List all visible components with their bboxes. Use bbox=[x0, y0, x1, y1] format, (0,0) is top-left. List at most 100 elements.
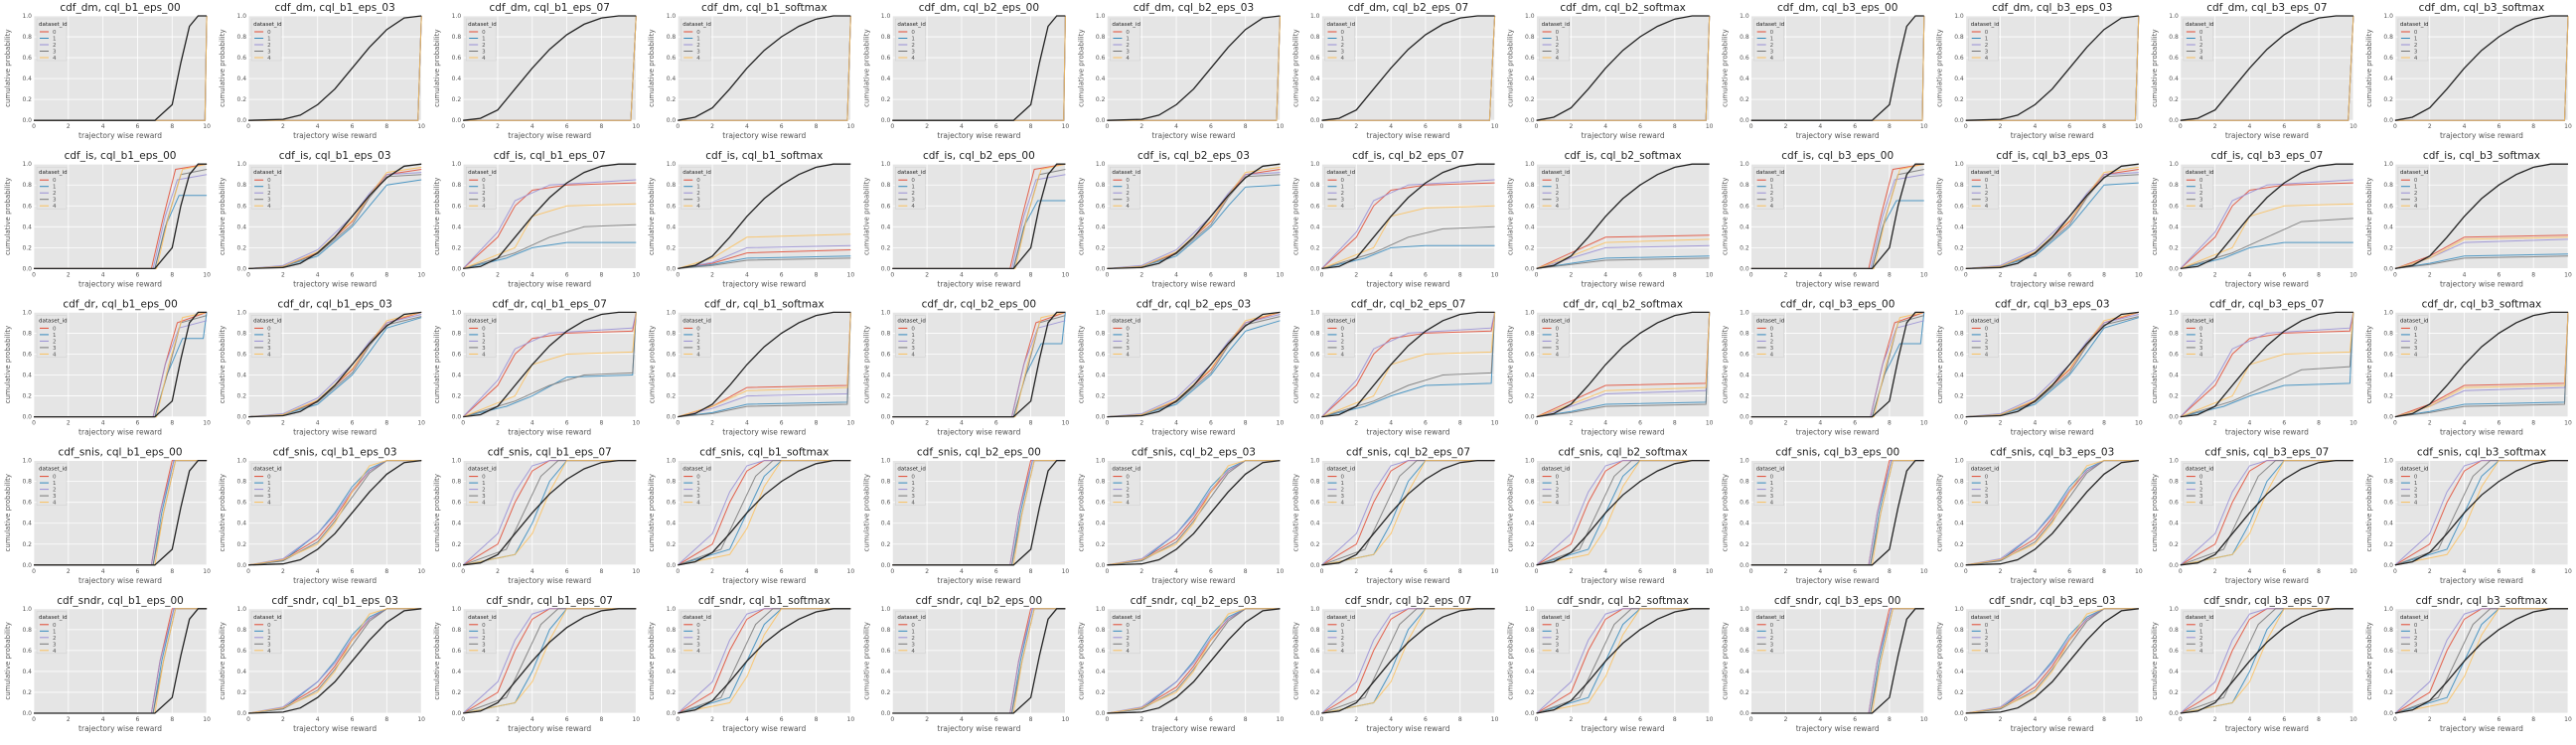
legend-entry: 1 bbox=[911, 333, 915, 339]
legend-entry: 3 bbox=[696, 50, 700, 56]
y-tick-label: 0.6 bbox=[237, 648, 247, 655]
y-axis-label: cumulative probability bbox=[2365, 326, 2373, 404]
legend-box bbox=[2397, 463, 2429, 506]
y-axis-label: cumulative probability bbox=[1722, 178, 1730, 255]
x-tick-label: 6 bbox=[1638, 420, 1642, 427]
x-tick-label: 2 bbox=[1999, 716, 2003, 723]
legend-box bbox=[2183, 611, 2214, 655]
subplot-title: cdf_sndr, cql_b3_eps_07 bbox=[2203, 595, 2331, 607]
y-axis-label: cumulative probability bbox=[219, 622, 227, 700]
series-line-4 bbox=[1536, 312, 1711, 418]
y-tick-label: 0.0 bbox=[1096, 414, 1106, 421]
y-tick-label: 0.6 bbox=[1096, 203, 1106, 210]
legend-title: dataset_id bbox=[897, 318, 926, 324]
legend-entry: 3 bbox=[53, 642, 57, 648]
y-tick-label: 0.8 bbox=[1954, 182, 1964, 189]
y-tick-label: 0.2 bbox=[1954, 689, 1964, 696]
y-tick-label: 0.0 bbox=[2383, 562, 2393, 569]
x-tick-label: 4 bbox=[530, 420, 534, 427]
x-tick-label: 0 bbox=[1535, 123, 1539, 130]
x-tick-label: 10 bbox=[2349, 123, 2357, 130]
y-axis-label: cumulative probability bbox=[862, 622, 870, 700]
legend-entry: 3 bbox=[2199, 346, 2203, 352]
legend-entry: 1 bbox=[2414, 37, 2418, 43]
legend-entry: 0 bbox=[482, 326, 486, 332]
legend-entry: 0 bbox=[2199, 178, 2203, 184]
x-tick-label: 0 bbox=[676, 716, 680, 723]
x-axis-label: trajectory wise reward bbox=[1151, 131, 1235, 140]
y-tick-label: 1.0 bbox=[1525, 458, 1535, 465]
x-tick-label: 10 bbox=[417, 420, 425, 427]
subplot: cdf_snis, cql_b2_eps_070 2 4 6 8 100.00.20.40… bbox=[1292, 447, 1499, 585]
y-tick-label: 0.2 bbox=[1310, 96, 1320, 103]
y-tick-label: 0.2 bbox=[452, 96, 462, 103]
y-tick-label: 0.2 bbox=[1740, 541, 1749, 548]
y-tick-label: 0.0 bbox=[1310, 265, 1320, 272]
series-line-4 bbox=[248, 166, 422, 269]
subplot: cdf_dr, cql_b1_eps_070 2 4 6 8 100.00.20.40.6… bbox=[433, 298, 640, 436]
y-tick-label: 1.0 bbox=[1954, 161, 1964, 168]
series-line-4 bbox=[248, 311, 422, 418]
legend-entry: 0 bbox=[1556, 178, 1560, 184]
legend-entry: 2 bbox=[482, 636, 486, 642]
subplot-title: cdf_is, cql_b3_softmax bbox=[2423, 150, 2540, 162]
behavior-line bbox=[248, 459, 422, 566]
x-tick-label: 8 bbox=[1029, 271, 1033, 278]
x-tick-label: 8 bbox=[1888, 420, 1892, 427]
x-tick-label: 0 bbox=[2393, 716, 2397, 723]
legend-entry: 4 bbox=[2414, 56, 2418, 62]
legend-title: dataset_id bbox=[682, 170, 711, 176]
subplot: cdf_sndr, cql_b3_eps_030 2 4 6 8 100.00.20.40… bbox=[1936, 595, 2143, 733]
legend-box bbox=[1324, 463, 1355, 506]
behavior-line bbox=[34, 15, 208, 121]
x-tick-label: 4 bbox=[960, 716, 964, 723]
y-tick-label: 0.0 bbox=[1096, 710, 1106, 717]
x-tick-label: 8 bbox=[1888, 271, 1892, 278]
subplot-title: cdf_sndr, cql_b3_eps_03 bbox=[1989, 595, 2116, 607]
legend-entry: 2 bbox=[696, 339, 700, 345]
legend-entry: 4 bbox=[1985, 649, 1989, 655]
y-tick-label: 0.2 bbox=[2383, 96, 2393, 103]
x-tick-label: 0 bbox=[2393, 123, 2397, 130]
y-tick-label: 0.2 bbox=[1740, 689, 1749, 696]
subplot-title: cdf_dm, cql_b1_eps_07 bbox=[490, 2, 610, 14]
legend-box bbox=[250, 166, 282, 210]
subplot-title: cdf_dm, cql_b2_softmax bbox=[1560, 2, 1686, 14]
legend-entry: 1 bbox=[696, 629, 700, 635]
x-tick-label: 2 bbox=[1784, 123, 1788, 130]
y-tick-label: 0.4 bbox=[1525, 224, 1535, 230]
y-tick-label: 0.4 bbox=[22, 669, 32, 675]
legend-entry: 4 bbox=[911, 352, 915, 358]
x-axis-label: trajectory wise reward bbox=[722, 279, 806, 288]
legend-box bbox=[1968, 315, 1999, 358]
x-tick-label: 2 bbox=[710, 271, 714, 278]
legend-entry: 1 bbox=[1126, 629, 1130, 635]
series-line-4 bbox=[2180, 15, 2354, 121]
legend-entry: 3 bbox=[1341, 50, 1345, 56]
y-tick-label: 0.8 bbox=[237, 479, 247, 486]
legend-entry: 4 bbox=[1126, 56, 1130, 62]
x-tick-label: 4 bbox=[316, 271, 320, 278]
x-tick-label: 4 bbox=[1174, 568, 1178, 575]
y-tick-label: 1.0 bbox=[1525, 161, 1535, 168]
x-tick-label: 10 bbox=[1277, 420, 1285, 427]
y-tick-label: 1.0 bbox=[1740, 458, 1749, 465]
legend-entry: 2 bbox=[1556, 488, 1560, 494]
subplot-title: cdf_dm, cql_b2_eps_03 bbox=[1134, 2, 1254, 14]
legend-entry: 0 bbox=[482, 623, 486, 629]
legend-entry: 2 bbox=[2414, 191, 2418, 197]
y-tick-label: 1.0 bbox=[452, 309, 462, 316]
y-tick-label: 1.0 bbox=[22, 13, 32, 20]
legend-entry: 4 bbox=[1770, 204, 1774, 210]
legend-entry: 2 bbox=[696, 191, 700, 197]
legend-entry: 0 bbox=[1341, 326, 1345, 332]
legend-entry: 3 bbox=[1770, 198, 1774, 204]
x-tick-label: 10 bbox=[2349, 716, 2357, 723]
y-tick-label: 0.4 bbox=[22, 372, 32, 379]
x-tick-label: 8 bbox=[2531, 420, 2535, 427]
legend-entry: 3 bbox=[1770, 642, 1774, 648]
x-tick-label: 2 bbox=[925, 123, 929, 130]
x-tick-label: 4 bbox=[2033, 123, 2037, 130]
x-tick-label: 4 bbox=[2463, 123, 2467, 130]
